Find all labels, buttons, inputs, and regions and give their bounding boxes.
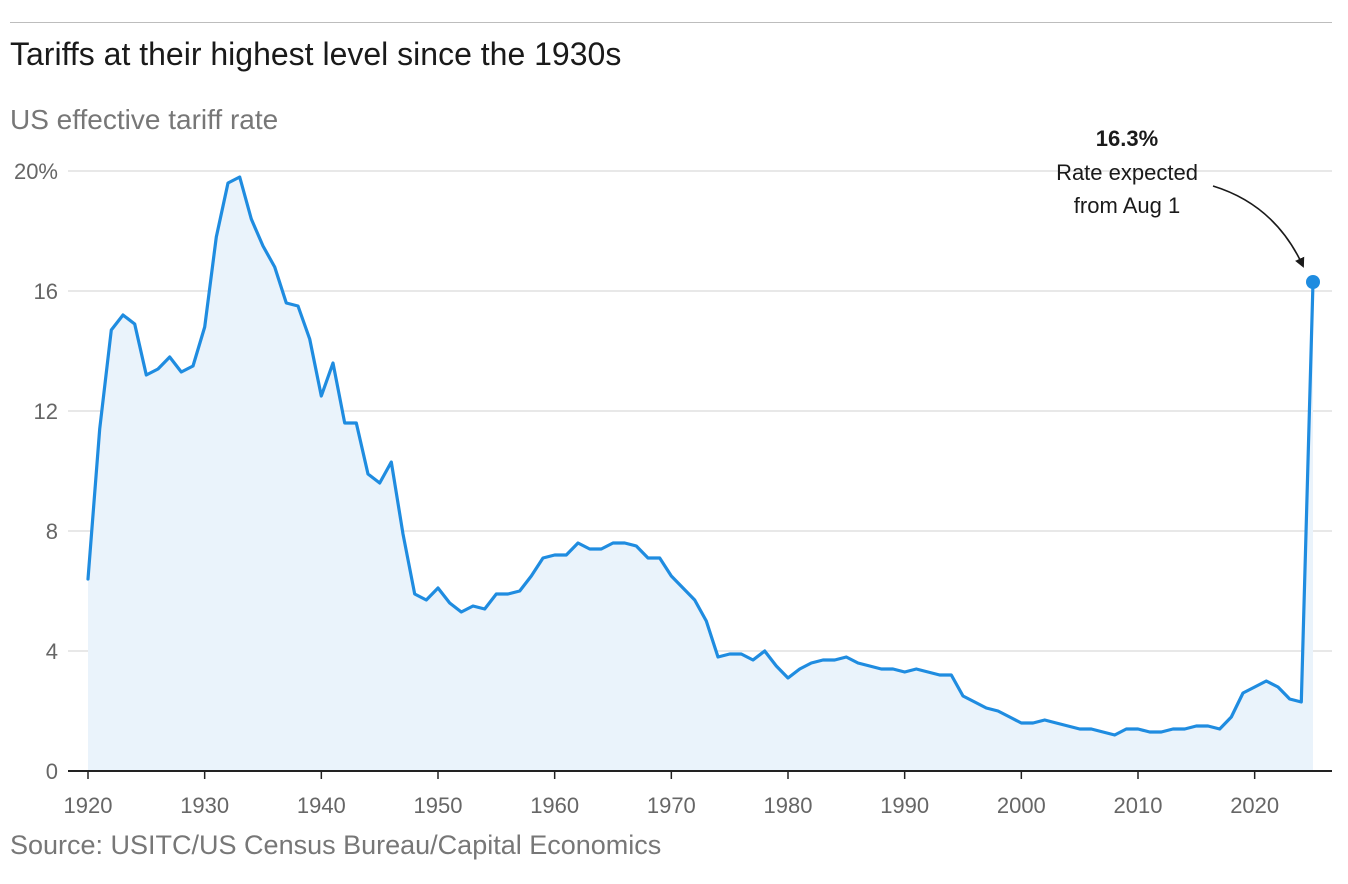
y-tick-label: 0 xyxy=(46,759,58,784)
x-tick-label: 1940 xyxy=(297,793,346,818)
line-layer xyxy=(86,175,1320,737)
x-axis xyxy=(68,770,1332,779)
x-tick-label: 1990 xyxy=(880,793,929,818)
annotation-line-1: Rate expected xyxy=(1056,160,1198,185)
x-tick-label: 1920 xyxy=(64,793,113,818)
top-rule xyxy=(10,22,1332,23)
y-tick-label: 20% xyxy=(14,159,58,184)
expected-rate-point xyxy=(1306,275,1320,289)
annotation: 16.3% Rate expected from Aug 1 xyxy=(1056,126,1305,268)
x-tick-label: 1950 xyxy=(414,793,463,818)
area-fill-layer xyxy=(88,177,1313,771)
x-tick-label: 2010 xyxy=(1114,793,1163,818)
annotation-line-2: from Aug 1 xyxy=(1074,193,1180,218)
chart-subtitle: US effective tariff rate xyxy=(10,104,279,135)
x-tick-label: 1930 xyxy=(180,793,229,818)
source-note: Source: USITC/US Census Bureau/Capital E… xyxy=(10,830,662,860)
tariff-line xyxy=(86,175,1315,737)
y-tick-label: 12 xyxy=(34,399,58,424)
x-tick-label: 1970 xyxy=(647,793,696,818)
x-tick-label: 2000 xyxy=(997,793,1046,818)
annotation-value: 16.3% xyxy=(1096,126,1158,151)
y-tick-label: 8 xyxy=(46,519,58,544)
x-tick-label: 2020 xyxy=(1230,793,1279,818)
annotation-arrow xyxy=(1212,185,1305,268)
tariff-area xyxy=(88,177,1313,771)
y-tick-label: 4 xyxy=(46,639,58,664)
y-tick-label: 16 xyxy=(34,279,58,304)
chart-title: Tariffs at their highest level since the… xyxy=(10,36,622,72)
x-tick-label: 1960 xyxy=(530,793,579,818)
x-tick-label: 1980 xyxy=(764,793,813,818)
